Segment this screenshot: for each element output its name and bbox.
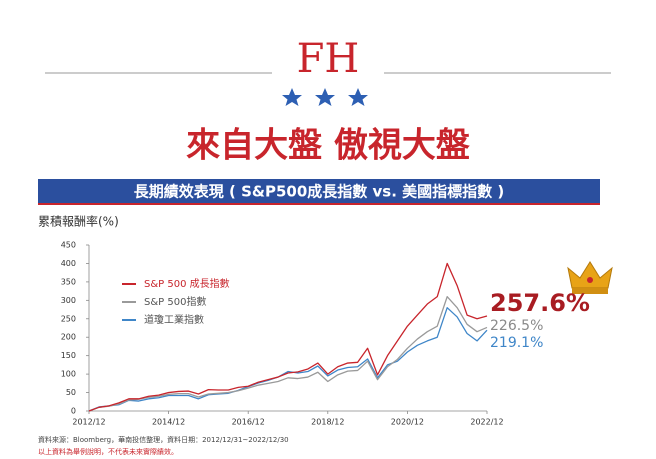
crown-body [567, 261, 613, 289]
crown-gem [587, 277, 593, 283]
x-tick-label: 2012/12 [72, 418, 105, 427]
y-tick-label: 400 [61, 259, 76, 268]
crown [567, 261, 613, 294]
star [315, 88, 335, 106]
x-tick-label: 2014/12 [152, 418, 185, 427]
banner [38, 179, 600, 203]
chart-title: 長期績效表現 ( S&P500成長指數 vs. 美國指標指數 ) [134, 183, 504, 201]
x-tick-label: 2022/12 [470, 418, 503, 427]
y-axis-label: 累積報酬率(%) [38, 214, 119, 229]
y-tick-label: 450 [61, 241, 76, 250]
y-tick-label: 100 [61, 370, 76, 379]
y-tick-label: 50 [66, 388, 76, 397]
headline: 來自大盤 傲視大盤 [186, 126, 470, 166]
y-tick-label: 200 [61, 333, 76, 342]
end-value-label: 219.1% [490, 335, 543, 351]
star [282, 88, 302, 106]
legend-label: S&P 500 成長指數 [144, 277, 230, 290]
series-line [88, 295, 488, 412]
x-tick-label: 2016/12 [232, 418, 265, 427]
end-value-label: 226.5% [490, 318, 543, 334]
series-line [88, 307, 488, 412]
series-line [88, 262, 488, 412]
y-tick-label: 350 [61, 277, 76, 286]
y-tick-label: 0 [71, 407, 76, 416]
disclaimer: 以上資料為舉例說明，不代表未來實際績效。 [38, 447, 178, 456]
logo: FH [297, 36, 360, 82]
source-note: 資料來源：Bloomberg，華南投信整理，資料日期：2012/12/31~20… [38, 435, 289, 444]
x-tick-label: 2018/12 [311, 418, 344, 427]
star [348, 88, 368, 106]
x-tick-label: 2020/12 [391, 418, 424, 427]
crown-band [572, 288, 608, 294]
y-tick-label: 250 [61, 314, 76, 323]
y-tick-label: 150 [61, 351, 76, 360]
legend-label: 道瓊工業指數 [144, 313, 204, 326]
y-tick-label: 300 [61, 296, 76, 305]
legend-label: S&P 500指數 [144, 295, 206, 308]
stars [282, 88, 368, 106]
end-value-label: 257.6% [490, 289, 590, 317]
